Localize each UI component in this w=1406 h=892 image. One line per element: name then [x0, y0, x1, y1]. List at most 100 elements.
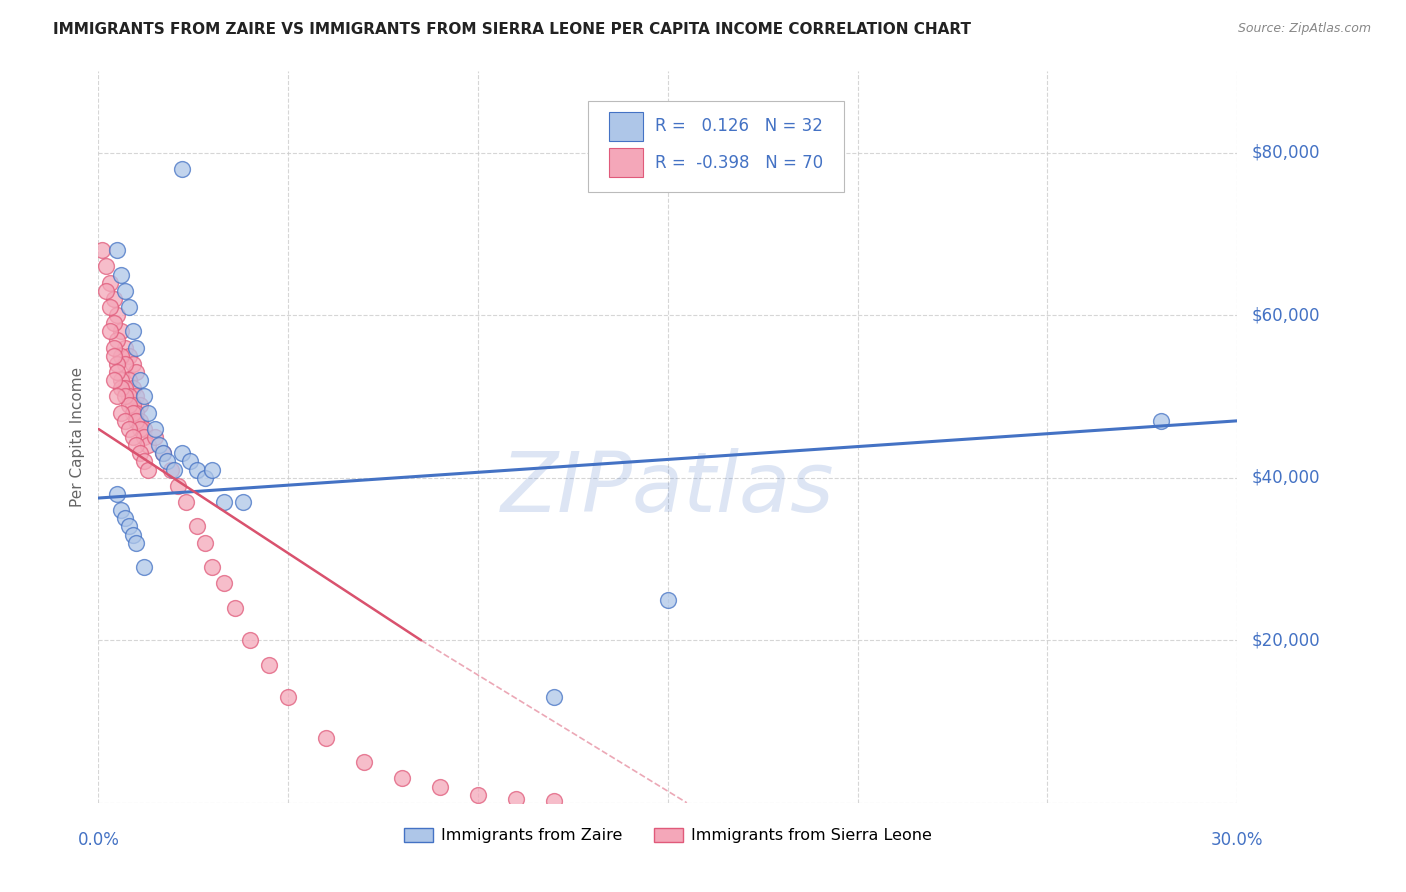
Point — [110, 373, 132, 387]
Point — [1150, 414, 1173, 428]
Legend: Immigrants from Zaire, Immigrants from Sierra Leone: Immigrants from Zaire, Immigrants from S… — [398, 822, 938, 850]
Point — [132, 422, 155, 436]
Point — [118, 519, 141, 533]
Point — [110, 381, 132, 395]
Point — [391, 772, 413, 786]
Text: $80,000: $80,000 — [1251, 144, 1320, 161]
Point — [110, 406, 132, 420]
Point — [167, 479, 190, 493]
Point — [132, 454, 155, 468]
Point — [145, 422, 167, 436]
Point — [156, 454, 179, 468]
Point — [118, 422, 141, 436]
Point — [543, 690, 565, 705]
Point — [194, 535, 217, 549]
Point — [114, 341, 136, 355]
Point — [315, 731, 337, 745]
Point — [212, 495, 235, 509]
Point — [121, 527, 143, 541]
Point — [129, 446, 152, 460]
Point — [132, 430, 155, 444]
Point — [98, 300, 121, 314]
Point — [179, 454, 201, 468]
Point — [94, 260, 117, 274]
Point — [125, 414, 148, 428]
Point — [114, 511, 136, 525]
Y-axis label: Per Capita Income: Per Capita Income — [70, 367, 86, 508]
Point — [110, 503, 132, 517]
Text: 0.0%: 0.0% — [77, 830, 120, 848]
Point — [148, 438, 170, 452]
Point — [129, 414, 152, 428]
Point — [125, 438, 148, 452]
Point — [107, 357, 129, 371]
Point — [212, 576, 235, 591]
Point — [107, 243, 129, 257]
Point — [110, 268, 132, 282]
Point — [103, 316, 125, 330]
Point — [174, 495, 197, 509]
Point — [103, 341, 125, 355]
Text: IMMIGRANTS FROM ZAIRE VS IMMIGRANTS FROM SIERRA LEONE PER CAPITA INCOME CORRELAT: IMMIGRANTS FROM ZAIRE VS IMMIGRANTS FROM… — [53, 22, 972, 37]
Point — [98, 325, 121, 339]
Point — [107, 365, 129, 379]
Point — [429, 780, 451, 794]
Point — [114, 357, 136, 371]
Point — [201, 462, 224, 476]
Point — [125, 389, 148, 403]
Point — [129, 422, 152, 436]
Text: $60,000: $60,000 — [1251, 306, 1320, 324]
FancyBboxPatch shape — [588, 101, 845, 192]
Point — [118, 398, 141, 412]
Point — [232, 495, 254, 509]
Point — [277, 690, 299, 705]
Point — [121, 430, 143, 444]
Point — [114, 414, 136, 428]
Point — [103, 292, 125, 306]
Point — [110, 325, 132, 339]
Point — [170, 446, 193, 460]
Point — [201, 560, 224, 574]
Point — [121, 357, 143, 371]
Point — [114, 284, 136, 298]
Point — [103, 349, 125, 363]
Text: 30.0%: 30.0% — [1211, 830, 1264, 848]
Point — [118, 373, 141, 387]
Point — [224, 600, 246, 615]
Point — [125, 341, 148, 355]
Text: ZIPatlas: ZIPatlas — [501, 448, 835, 529]
Point — [121, 325, 143, 339]
Point — [129, 373, 152, 387]
Point — [163, 462, 186, 476]
Point — [543, 794, 565, 808]
Point — [110, 349, 132, 363]
Point — [657, 592, 679, 607]
Point — [107, 487, 129, 501]
Point — [152, 446, 174, 460]
Point — [132, 389, 155, 403]
Point — [129, 398, 152, 412]
Point — [121, 406, 143, 420]
Point — [170, 161, 193, 176]
Point — [114, 389, 136, 403]
Text: $20,000: $20,000 — [1251, 632, 1320, 649]
Point — [121, 398, 143, 412]
Point — [91, 243, 114, 257]
Point — [159, 462, 181, 476]
FancyBboxPatch shape — [609, 148, 643, 178]
Point — [94, 284, 117, 298]
Point — [114, 381, 136, 395]
Point — [118, 389, 141, 403]
Point — [107, 333, 129, 347]
Point — [353, 755, 375, 769]
Point — [107, 389, 129, 403]
Point — [118, 300, 141, 314]
Point — [186, 519, 208, 533]
Point — [186, 462, 208, 476]
Text: R =   0.126   N = 32: R = 0.126 N = 32 — [655, 117, 823, 136]
FancyBboxPatch shape — [609, 112, 643, 141]
Point — [467, 788, 489, 802]
Point — [107, 308, 129, 322]
Point — [121, 381, 143, 395]
Point — [505, 791, 527, 805]
